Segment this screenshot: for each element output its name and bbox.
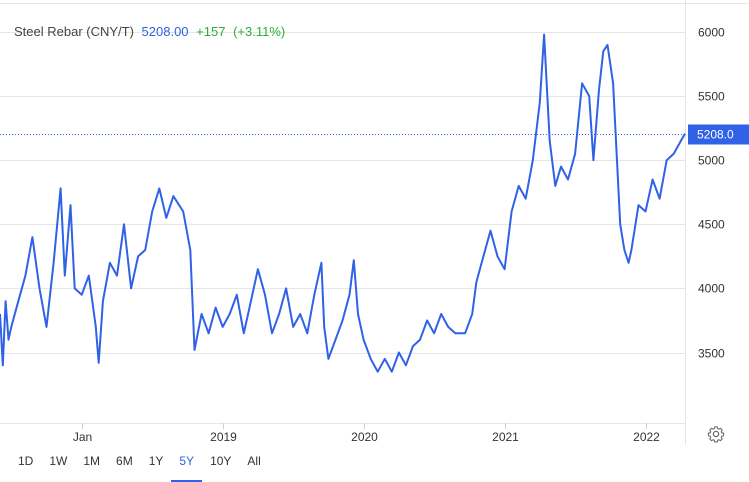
y-tick-label: 4500 <box>698 218 725 232</box>
price-chart[interactable]: 3500 4000 4500 5000 5500 6000 Jan 2019 2020 2021… <box>0 0 749 445</box>
x-tick-label: 2021 <box>492 430 519 444</box>
range-button-1m[interactable]: 1M <box>83 454 101 468</box>
y-tick-label: 5000 <box>698 154 725 168</box>
y-tick-label: 4000 <box>698 282 725 296</box>
y-tick-label: 6000 <box>698 26 725 40</box>
x-tick-label: 2019 <box>210 430 237 444</box>
range-button-all[interactable]: All <box>247 454 261 468</box>
chart-header: Steel Rebar (CNY/T) 5208.00 +157 (+3.11%… <box>14 24 285 39</box>
current-price: 5208.00 <box>141 24 189 39</box>
range-button-5y[interactable]: 5Y <box>171 446 203 482</box>
last-price-badge <box>688 124 749 145</box>
price-change: +157 <box>196 24 226 39</box>
x-tick-label: 2022 <box>633 430 660 444</box>
range-button-6m[interactable]: 6M <box>116 454 133 468</box>
last-price-label: 5208.0 <box>697 128 734 142</box>
range-button-1d[interactable]: 1D <box>18 454 34 468</box>
y-tick-label: 5500 <box>698 90 725 104</box>
price-change-percent: (+3.11%) <box>233 24 286 39</box>
range-button-1y[interactable]: 1Y <box>148 454 164 468</box>
chart-svg[interactable]: 3500 4000 4500 5000 5500 6000 Jan 2019 2020 2021… <box>0 0 749 445</box>
gear-icon[interactable] <box>707 425 725 443</box>
range-selector: 1D 1W 1M 6M 1Y 5Y 10Y All <box>10 446 269 482</box>
series-line <box>0 33 686 373</box>
x-tick-label: 2020 <box>351 430 378 444</box>
instrument-name: Steel Rebar (CNY/T) <box>14 24 134 39</box>
x-tick-label: Jan <box>73 430 92 444</box>
range-button-1w[interactable]: 1W <box>49 454 68 468</box>
y-tick-label: 3500 <box>698 347 725 361</box>
range-button-10y[interactable]: 10Y <box>210 454 232 468</box>
